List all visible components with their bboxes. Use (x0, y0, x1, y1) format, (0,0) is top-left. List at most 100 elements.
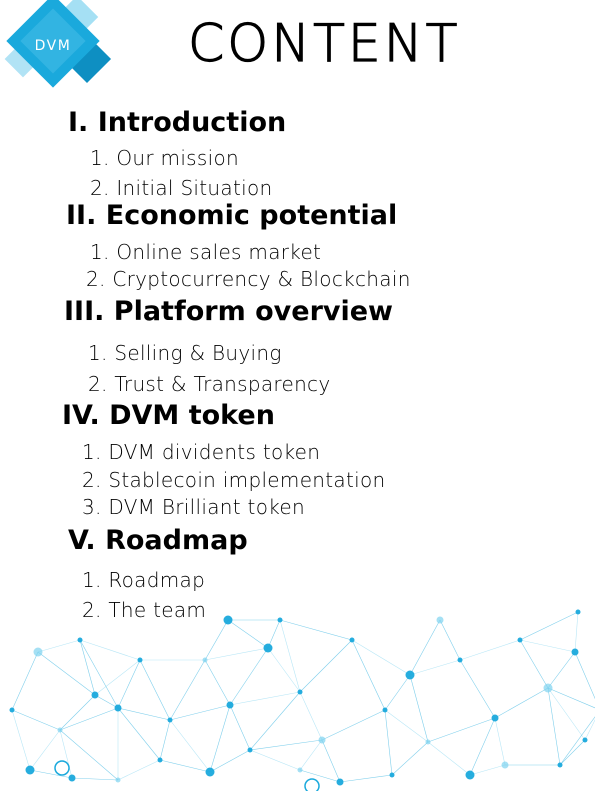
network-edge (11, 709, 31, 771)
network-edge (59, 694, 96, 731)
network-node (465, 770, 475, 780)
section-heading: II. Economic potential (66, 200, 398, 231)
network-node (223, 615, 233, 625)
network-node (582, 737, 588, 743)
section-heading: I. Introduction (68, 107, 287, 138)
network-node (336, 778, 344, 786)
network-edge (427, 717, 496, 743)
network-node (517, 637, 523, 643)
network-edge (209, 749, 251, 773)
network-edge (117, 707, 161, 761)
network-edge (547, 687, 595, 709)
network-edge (229, 647, 269, 706)
network-edge (71, 777, 119, 781)
network-node (137, 657, 143, 663)
network-node (501, 761, 509, 769)
network-node (382, 707, 388, 713)
network-node (114, 704, 122, 712)
network-node (157, 757, 163, 763)
network-node (77, 637, 83, 643)
network-edge (584, 719, 595, 741)
network-ring (54, 760, 70, 776)
toc-item-our-mission: 1. Our mission (90, 146, 239, 170)
network-edge (94, 694, 119, 709)
network-edge (519, 639, 549, 689)
network-edge (299, 639, 353, 693)
network-edge (29, 769, 73, 779)
network-edge (117, 707, 171, 721)
network-node (543, 683, 553, 693)
toc-item-roadmap: 1. Roadmap (82, 568, 206, 592)
network-edge (494, 717, 506, 766)
toc-item-cryptocurrency-blockchain: 2. Cryptocurrency & Blockchain (86, 267, 411, 291)
network-edge (519, 611, 579, 641)
network-edge (59, 707, 119, 731)
network-edge (169, 719, 211, 773)
network-node (425, 739, 431, 745)
network-edge (384, 709, 393, 776)
network-node (457, 657, 463, 663)
section-heading: III. Platform overview (64, 296, 393, 327)
network-edge (321, 709, 386, 741)
toc-item-dvm-dividents-token: 1. DVM dividents token (82, 440, 321, 464)
network-graph-decoration (9, 609, 595, 791)
network-edge (459, 659, 496, 719)
network-edge (384, 674, 411, 711)
network-edge (267, 619, 281, 649)
network-edge (384, 709, 429, 743)
toc-item-dvm-brilliant-token: 3. DVM Brilliant token (82, 495, 305, 519)
network-edge (169, 704, 231, 721)
network-edge (439, 619, 461, 661)
network-edge (204, 647, 269, 661)
network-edge (339, 774, 393, 783)
network-node (277, 617, 283, 623)
network-edge (37, 639, 81, 653)
dvm-logo-icon: DVM (4, 0, 112, 88)
toc-item-selling-buying: 1. Selling & Buying (88, 341, 282, 365)
section-heading: IV. DVM token (62, 400, 275, 431)
network-node (349, 637, 355, 643)
network-edge (409, 659, 461, 676)
network-edge (249, 691, 301, 751)
network-node (297, 767, 303, 773)
section-heading: V. Roadmap (68, 525, 248, 556)
network-node (436, 616, 444, 624)
network-node (33, 647, 43, 657)
network-edge (547, 651, 576, 689)
network-edge (139, 659, 171, 721)
network-node (575, 609, 581, 615)
toc-item-stablecoin-implementation: 2. Stablecoin implementation (82, 468, 386, 492)
network-node (9, 707, 15, 713)
network-edge (279, 619, 353, 641)
network-node (68, 774, 76, 782)
network-edge (229, 704, 251, 751)
network-edge (299, 739, 323, 771)
network-node (263, 643, 273, 653)
network-node (205, 767, 215, 777)
network-edge (559, 716, 595, 766)
network-edge (469, 717, 496, 776)
network-edge (11, 651, 39, 711)
network-node (91, 691, 99, 699)
network-edge (227, 619, 269, 649)
network-node (405, 670, 415, 680)
network-edge (79, 639, 119, 709)
network-edge (204, 619, 229, 661)
network-edge (409, 674, 429, 743)
toc-item-online-sales-market: 1. Online sales market (90, 240, 322, 264)
network-node (571, 648, 579, 656)
network-edge (409, 619, 441, 676)
page-title: CONTENT (187, 13, 461, 74)
network-edge (351, 639, 411, 676)
toc-item-trust-transparency: 2. Trust & Transparency (88, 372, 331, 396)
network-edge (574, 611, 579, 653)
network-edge (267, 647, 301, 693)
network-node (318, 736, 326, 744)
network-node (25, 765, 35, 775)
network-edge (159, 719, 171, 761)
network-edge (59, 729, 119, 781)
network-edge (279, 619, 301, 693)
network-edge (79, 639, 96, 696)
network-edge (59, 729, 73, 779)
network-edge (459, 639, 521, 661)
